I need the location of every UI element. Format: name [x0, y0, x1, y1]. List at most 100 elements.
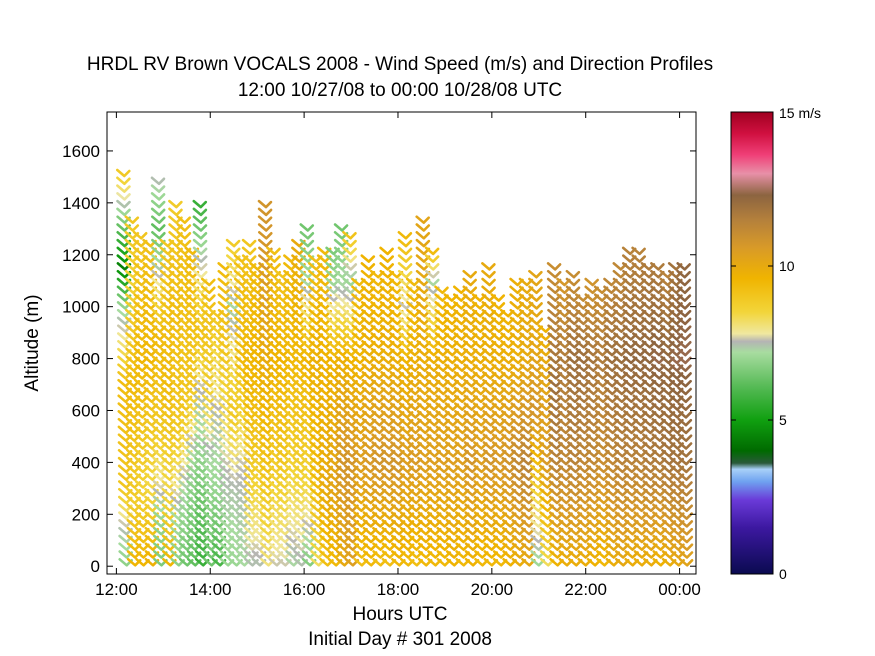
wind-barb: [511, 534, 527, 544]
wind-barb: [360, 301, 376, 310]
wind-barb: [502, 519, 517, 528]
wind-barb: [631, 285, 647, 295]
wind-barb: [640, 262, 656, 271]
wind-barb: [677, 363, 692, 372]
wind-barb: [642, 472, 657, 481]
wind-barb: [622, 293, 637, 302]
wind-barb: [491, 363, 506, 372]
wind-barb: [472, 410, 488, 419]
wind-barb: [463, 417, 479, 427]
wind-barb: [134, 503, 150, 513]
wind-barb: [624, 542, 639, 551]
wind-barb: [604, 417, 619, 427]
wind-barb: [604, 371, 619, 380]
wind-barb: [622, 269, 637, 279]
wind-barb: [417, 558, 433, 567]
wind-barb: [435, 417, 450, 427]
wind-barb: [257, 215, 273, 224]
wind-barb: [381, 495, 396, 505]
wind-barb: [641, 402, 657, 411]
wind-barb: [519, 378, 535, 388]
wind-barb: [361, 410, 377, 419]
wind-barb: [605, 534, 620, 544]
wind-barb: [614, 449, 629, 458]
wind-barb: [595, 417, 610, 427]
wind-barb: [650, 293, 665, 302]
wind-barb: [472, 340, 487, 349]
wind-barb: [491, 371, 506, 380]
wind-barb: [613, 433, 629, 442]
wind-barb: [612, 262, 628, 271]
wind-barb: [372, 542, 387, 551]
wind-barb: [342, 254, 357, 263]
wind-barb: [549, 534, 564, 544]
wind-barb: [371, 394, 386, 404]
wind-barb: [539, 480, 554, 489]
wind-barb: [176, 223, 192, 232]
wind-barb: [380, 363, 395, 372]
wind-barb: [500, 378, 516, 388]
wind-barb: [435, 402, 450, 411]
wind-barb: [360, 293, 376, 302]
wind-barb: [370, 285, 385, 295]
wind-barb: [416, 425, 432, 435]
wind-barb: [511, 542, 527, 551]
wind-barb: [593, 301, 609, 310]
wind-barb: [502, 542, 517, 551]
wind-barb: [133, 301, 148, 310]
wind-barb: [632, 332, 647, 341]
wind-barb: [520, 425, 535, 435]
wind-barb: [538, 456, 554, 466]
wind-barb: [604, 394, 619, 404]
wind-barb: [353, 550, 369, 559]
wind-barb: [135, 519, 150, 528]
wind-barb: [623, 464, 639, 474]
wind-barb: [443, 293, 459, 302]
wind-barb: [500, 394, 516, 404]
wind-barb: [586, 534, 602, 544]
wind-barb: [416, 371, 432, 380]
wind-barb: [352, 417, 367, 427]
wind-barb: [510, 472, 526, 481]
wind-barb: [361, 340, 376, 349]
wind-barb: [435, 464, 451, 474]
wind-barb: [538, 449, 554, 458]
wind-barb: [379, 262, 394, 271]
wind-barb: [521, 550, 536, 559]
wind-barb: [134, 402, 149, 411]
wind-barb: [510, 378, 525, 388]
wind-barb: [491, 378, 506, 388]
wind-barb: [501, 417, 516, 427]
wind-barb: [567, 519, 583, 528]
wind-barb: [370, 277, 385, 287]
wind-barb: [614, 487, 629, 497]
wind-barb: [567, 534, 583, 544]
wind-barb: [471, 308, 487, 318]
wind-barb: [623, 456, 639, 466]
wind-barb: [575, 316, 590, 326]
wind-barb: [352, 410, 367, 419]
wind-barb: [576, 449, 591, 458]
wind-barb: [436, 558, 452, 567]
wind-barb: [612, 285, 628, 295]
wind-barb: [371, 472, 387, 481]
wind-barb: [426, 511, 442, 520]
wind-barb: [381, 503, 396, 513]
wind-barb: [594, 316, 609, 326]
wind-barb: [417, 534, 433, 544]
wind-barb: [135, 511, 150, 520]
wind-barb: [380, 417, 396, 427]
wind-barb: [511, 487, 526, 497]
wind-barb: [631, 269, 647, 279]
chart-title: HRDL RV Brown VOCALS 2008 - Wind Speed (…: [87, 54, 713, 75]
wind-barb: [370, 308, 385, 318]
wind-barb: [361, 386, 377, 396]
wind-barb: [556, 285, 571, 295]
wind-barb: [623, 495, 639, 505]
wind-barb: [651, 394, 666, 404]
wind-barb: [135, 534, 150, 544]
x-axis-ticks: 12:00 14:00 16:00 18:00 20:00 22:00 00:00: [95, 112, 701, 599]
wind-barb: [622, 340, 638, 349]
wind-barb: [150, 176, 166, 186]
wind-barb: [134, 378, 149, 388]
